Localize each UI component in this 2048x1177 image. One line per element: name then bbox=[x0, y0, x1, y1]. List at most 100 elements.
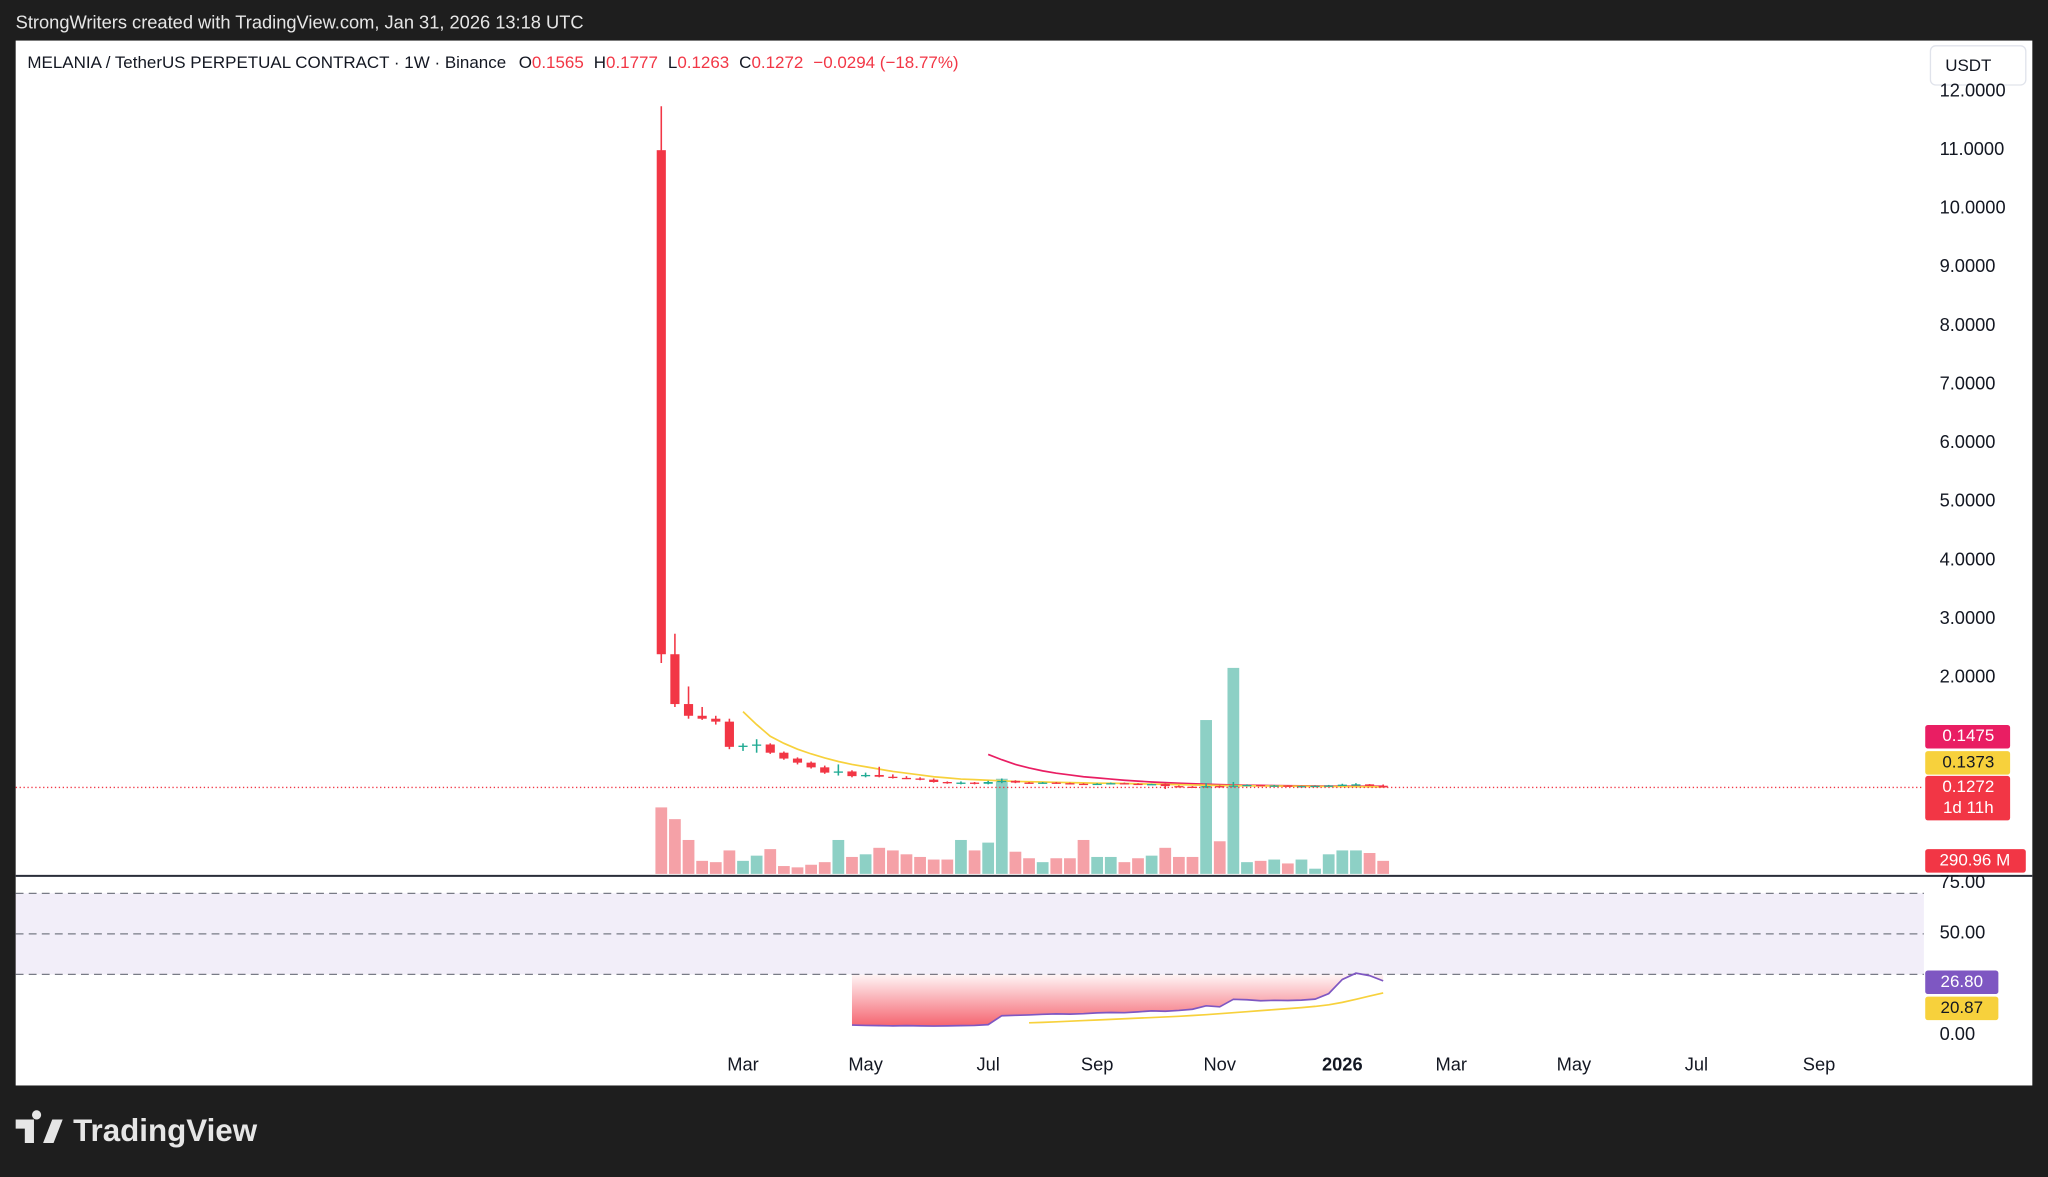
x-tick-label: Mar bbox=[727, 1054, 758, 1075]
volume-bar bbox=[914, 856, 926, 874]
rsi-tick-label: 75.00 bbox=[1940, 871, 1986, 892]
candle-body bbox=[847, 771, 857, 777]
ohlc-prefix: O bbox=[519, 54, 532, 73]
x-tick-label: Nov bbox=[1203, 1054, 1236, 1075]
y-tick-label: 11.0000 bbox=[1940, 138, 2005, 159]
y-tick-label: 7.0000 bbox=[1940, 372, 1996, 393]
volume-bar bbox=[832, 839, 845, 874]
currency[interactable]: USDT bbox=[1945, 56, 1991, 75]
candle-body bbox=[1078, 783, 1089, 786]
volume-bar bbox=[1118, 862, 1131, 874]
volume-bar bbox=[900, 854, 913, 874]
candle-body bbox=[711, 718, 721, 722]
candle-body bbox=[1051, 782, 1061, 784]
volume-bar bbox=[791, 867, 804, 874]
volume-bar bbox=[1227, 667, 1240, 874]
volume-bar bbox=[1186, 856, 1199, 874]
candle-body bbox=[1228, 785, 1238, 787]
currency-button[interactable] bbox=[1929, 45, 2027, 86]
x-tick-label: Sep bbox=[1803, 1054, 1836, 1075]
candle-body bbox=[1010, 780, 1020, 783]
y-tick-label: 4.0000 bbox=[1940, 548, 1996, 569]
y-tick-label: 3.0000 bbox=[1940, 607, 1996, 628]
volume-bar bbox=[1064, 858, 1076, 874]
candle-body bbox=[1038, 782, 1048, 784]
price-tag bbox=[1925, 849, 2026, 873]
volume-bar bbox=[669, 819, 681, 874]
volume-bar bbox=[968, 850, 981, 874]
change: −0.0294 (−18.77%) bbox=[813, 54, 958, 73]
volume-bar bbox=[1213, 841, 1226, 874]
x-tick-label: Mar bbox=[1436, 1054, 1467, 1075]
volume-bar bbox=[1091, 856, 1104, 874]
price-tag bbox=[1925, 751, 2011, 775]
volume-bar bbox=[1104, 856, 1117, 874]
y-tick-label: 6.0000 bbox=[1940, 431, 1996, 452]
candle-body bbox=[969, 782, 980, 784]
volume-bar bbox=[846, 856, 858, 874]
rsi-value-label: 26.80 bbox=[1941, 972, 1983, 991]
y-tick-label: 12.0000 bbox=[1940, 79, 2006, 100]
volume-bar bbox=[955, 839, 967, 874]
ohlc-value: 0.1263 bbox=[677, 54, 729, 73]
candle-body bbox=[752, 744, 762, 746]
candle-body bbox=[656, 150, 666, 655]
volume-bar bbox=[805, 864, 817, 874]
candle-body bbox=[997, 780, 1007, 783]
candle-body bbox=[670, 654, 680, 705]
y-tick-label: 5.0000 bbox=[1940, 490, 1996, 511]
brand-name: TradingView bbox=[73, 1113, 258, 1148]
x-tick-label: May bbox=[848, 1054, 883, 1075]
volume-bar bbox=[709, 862, 722, 874]
rsi-tick-label: 50.00 bbox=[1940, 922, 1986, 943]
volume-bar bbox=[696, 860, 709, 874]
volume-bar bbox=[1309, 868, 1321, 874]
volume-bar bbox=[777, 866, 790, 874]
volume-bar bbox=[927, 859, 940, 874]
candle-body bbox=[888, 776, 898, 779]
rsi-line bbox=[851, 972, 1384, 1027]
credit: StrongWriters created with TradingView.c… bbox=[16, 11, 584, 32]
rsi-tick-label: 0.00 bbox=[1940, 1023, 1976, 1044]
volume-bar bbox=[1200, 720, 1212, 874]
candle-body bbox=[1160, 784, 1170, 787]
candle-body bbox=[1283, 785, 1293, 787]
volume-bar bbox=[1132, 858, 1144, 874]
price-tag bbox=[1925, 775, 2011, 821]
volume-bar bbox=[655, 807, 668, 874]
brand-logo: TradingView bbox=[15, 1110, 258, 1148]
candle-body bbox=[956, 782, 966, 784]
volume-label: 290.96 M bbox=[1939, 850, 2010, 869]
candle-body bbox=[1215, 786, 1225, 788]
candle-body bbox=[1364, 784, 1375, 786]
ohlc-value: 0.1272 bbox=[751, 54, 803, 73]
volume-bar bbox=[682, 839, 695, 874]
y-tick-label: 8.0000 bbox=[1940, 314, 1996, 335]
volume-bar bbox=[873, 847, 886, 874]
y-tick-label: 9.0000 bbox=[1940, 255, 1996, 276]
price-tag-label: 0.1373 bbox=[1942, 752, 1994, 771]
candle-body bbox=[901, 777, 912, 780]
candle-body bbox=[1296, 786, 1307, 788]
volume-bar bbox=[1350, 850, 1362, 874]
legend: MELANIA / TetherUS PERPETUAL CONTRACT · … bbox=[27, 54, 958, 73]
candle-body bbox=[806, 762, 816, 768]
candle-body bbox=[724, 721, 734, 747]
volume-bar bbox=[750, 855, 763, 874]
volume-bar bbox=[1363, 853, 1376, 874]
candle-body bbox=[942, 782, 952, 784]
candle-body bbox=[1324, 785, 1334, 787]
ohlc-value: 0.1777 bbox=[606, 54, 658, 73]
x-tick-label: May bbox=[1557, 1054, 1592, 1075]
volume-bar bbox=[995, 778, 1008, 874]
volume-bar bbox=[1023, 858, 1035, 874]
volume-bar bbox=[1172, 856, 1185, 874]
volume-bar bbox=[1377, 860, 1390, 874]
rsi-ma-value-label: 20.87 bbox=[1941, 998, 1983, 1017]
volume-bar bbox=[1009, 851, 1022, 874]
candle-body bbox=[1242, 784, 1252, 787]
candle-body bbox=[833, 771, 843, 773]
y-tick-label: 10.0000 bbox=[1940, 197, 2006, 218]
